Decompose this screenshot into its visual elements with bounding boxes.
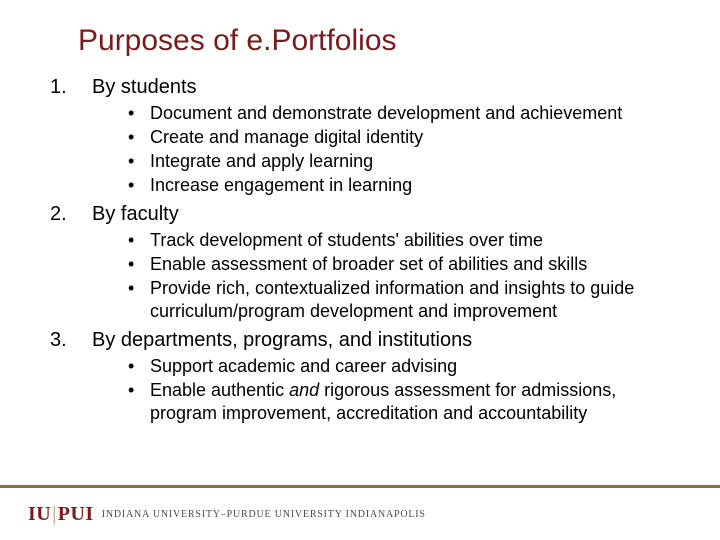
bullet-list: Document and demonstrate development and… [128, 102, 670, 197]
bullet-item: Integrate and apply learning [128, 150, 670, 173]
footer-logo: IU|PUI INDIANA UNIVERSITY–PURDUE UNIVERS… [28, 503, 426, 526]
iupui-wordmark: IU|PUI [28, 503, 94, 526]
section-label: By students [92, 76, 197, 99]
slide: Purposes of e.Portfolios 1.By students Do… [0, 0, 720, 540]
bullet-item: Track development of students' abilities… [128, 229, 670, 252]
bullet-item: Enable authentic and rigorous assessment… [128, 379, 670, 425]
bullet-item: Provide rich, contextualized information… [128, 277, 670, 323]
content: 1.By students Document and demonstrate de… [50, 76, 670, 425]
slide-title: Purposes of e.Portfolios [78, 24, 670, 58]
iu-text: IU [28, 503, 51, 525]
bullet-item: Create and manage digital identity [128, 126, 670, 149]
subbrand-text: INDIANA UNIVERSITY–PURDUE UNIVERSITY IND… [102, 509, 426, 520]
bullet-item: Support academic and career advising [128, 355, 670, 378]
footer-rule [0, 485, 720, 488]
section-header: 2.By faculty [50, 203, 670, 226]
bullet-item: Document and demonstrate development and… [128, 102, 670, 125]
bullet-item: Enable assessment of broader set of abil… [128, 253, 670, 276]
section-label: By faculty [92, 203, 179, 226]
section-label: By departments, programs, and institutio… [92, 329, 472, 352]
section-number: 3. [50, 329, 92, 352]
section-header: 1.By students [50, 76, 670, 99]
bullet-list: Support academic and career advisingEnab… [128, 355, 670, 425]
section-header: 3.By departments, programs, and institut… [50, 329, 670, 352]
pui-text: PUI [58, 503, 94, 525]
bullet-item: Increase engagement in learning [128, 174, 670, 197]
section-number: 1. [50, 76, 92, 99]
logo-bar-icon: | [52, 503, 57, 526]
section-number: 2. [50, 203, 92, 226]
bullet-list: Track development of students' abilities… [128, 229, 670, 323]
